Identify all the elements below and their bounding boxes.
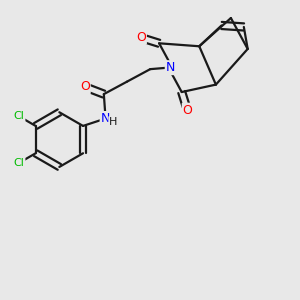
Text: N: N	[100, 112, 110, 125]
Text: O: O	[136, 31, 146, 44]
Text: H: H	[109, 117, 118, 127]
Text: Cl: Cl	[14, 111, 25, 122]
Text: O: O	[183, 104, 193, 117]
Text: Cl: Cl	[14, 158, 25, 168]
Text: N: N	[166, 61, 175, 74]
Text: O: O	[80, 80, 90, 93]
